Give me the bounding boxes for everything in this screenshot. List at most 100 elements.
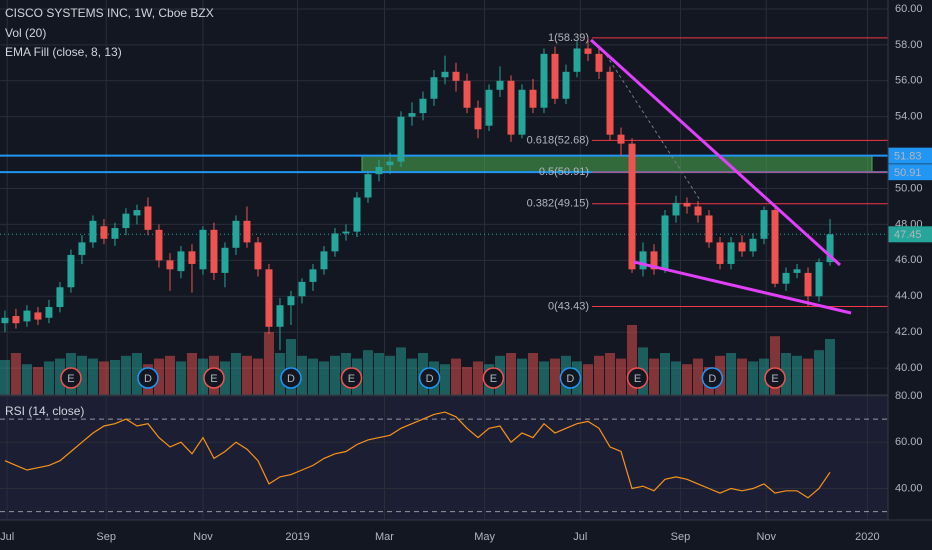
candle-body — [683, 202, 691, 207]
x-tick-label: 2020 — [855, 531, 879, 543]
zone-box — [361, 155, 873, 173]
fib-label: 0.382(49.15) — [527, 198, 589, 210]
candle-body — [694, 206, 702, 216]
volume-bar — [197, 358, 208, 395]
volume-bar — [98, 361, 109, 395]
volume-bar — [527, 353, 538, 395]
candle-body — [419, 98, 427, 114]
event-marker — [482, 367, 505, 389]
candle-body — [254, 242, 262, 270]
event-label: D — [144, 373, 152, 385]
candle-body — [353, 197, 361, 232]
volume-bar — [737, 358, 748, 395]
x-tick-label: 2019 — [285, 531, 309, 543]
candle-body — [188, 251, 196, 264]
volume-bar — [362, 350, 373, 395]
candle-body — [23, 310, 31, 322]
volume-bar — [263, 332, 274, 395]
axis-layer: 40.0042.0044.0046.0048.0050.0054.0056.00… — [0, 3, 932, 543]
candle-body — [639, 251, 647, 270]
candle-body — [89, 220, 97, 243]
x-tick-label: Jul — [0, 531, 14, 543]
fib-label: 0.618(52.68) — [527, 134, 589, 146]
event-label: D — [287, 373, 295, 385]
event-marker — [418, 367, 441, 389]
candle-body — [155, 229, 163, 261]
volume-bar — [726, 353, 737, 395]
price-tag — [888, 147, 932, 164]
volume-bar — [21, 364, 32, 395]
candle-body — [474, 107, 482, 130]
candle-body — [331, 233, 339, 252]
candle-body — [573, 48, 581, 72]
volume-bar — [131, 353, 142, 395]
candle-body — [485, 89, 493, 126]
volume-bar — [759, 358, 770, 395]
volume-bar — [693, 358, 704, 395]
volume-bar — [43, 361, 54, 395]
candle-body — [320, 251, 328, 270]
candle-body — [804, 272, 812, 297]
candle-body — [56, 287, 64, 308]
volume-bar — [450, 358, 461, 395]
volume-bar — [825, 339, 836, 395]
event-marker — [137, 367, 159, 389]
candle-body — [287, 296, 295, 306]
grid — [0, 0, 888, 520]
event-marker — [559, 367, 582, 389]
volume-bar — [461, 367, 472, 395]
candle-body — [166, 260, 174, 270]
x-tick-label: Sep — [671, 531, 691, 543]
candle-body — [617, 134, 625, 144]
y-tick-label: 58.00 — [895, 39, 923, 51]
rsi-pane — [0, 395, 888, 520]
indicator-label: Vol (20) — [5, 26, 46, 40]
volume-bar — [329, 355, 340, 395]
volume-bar — [748, 361, 759, 395]
volume-bar — [781, 353, 792, 395]
candle-body — [1, 317, 9, 324]
fib-label: 0.5(50.91) — [539, 166, 589, 178]
candle-body — [441, 71, 449, 78]
candle-body — [122, 213, 130, 229]
x-tick-label: Nov — [193, 531, 213, 543]
trendline-upper — [589, 38, 842, 267]
volume-bar — [0, 360, 10, 395]
rsi-tick-label: 60.00 — [895, 436, 923, 448]
price-tag — [888, 226, 932, 243]
price-tag — [888, 164, 932, 181]
volume-bar — [219, 361, 230, 395]
candle-body — [452, 71, 460, 81]
candle-body — [67, 254, 75, 288]
candle-body — [672, 202, 680, 216]
volume-bar — [230, 353, 241, 395]
fib-label: 1(58.39) — [548, 32, 589, 44]
candle-body — [760, 210, 768, 239]
candle-body — [738, 242, 746, 252]
volume-bar — [32, 367, 43, 395]
candle-body — [133, 210, 141, 216]
candle-body — [496, 80, 504, 90]
rsi-line — [4, 411, 831, 499]
candle-body — [650, 251, 658, 270]
x-tick-label: Mar — [375, 531, 394, 543]
volume-bar — [373, 353, 384, 395]
candle-layer — [1, 37, 834, 351]
overlay-layer: 1(58.39) 0.618(52.68) 0.5(50.91) 0.382(49.1… — [0, 32, 888, 312]
volume-bar — [274, 353, 285, 395]
price-tag-label: 47.45 — [894, 229, 922, 241]
candle-body — [177, 251, 185, 272]
candle-body — [529, 89, 537, 108]
y-tick-label: 42.00 — [895, 326, 923, 338]
candle-body — [661, 215, 669, 270]
volume-bar — [516, 358, 527, 395]
event-label: E — [771, 373, 778, 385]
candle-body — [606, 71, 614, 135]
candle-body — [34, 312, 42, 320]
candle-body — [705, 215, 713, 243]
candle-body — [78, 242, 86, 255]
candle-body — [540, 53, 548, 108]
candle-body — [507, 80, 515, 135]
candle-body — [298, 281, 306, 297]
